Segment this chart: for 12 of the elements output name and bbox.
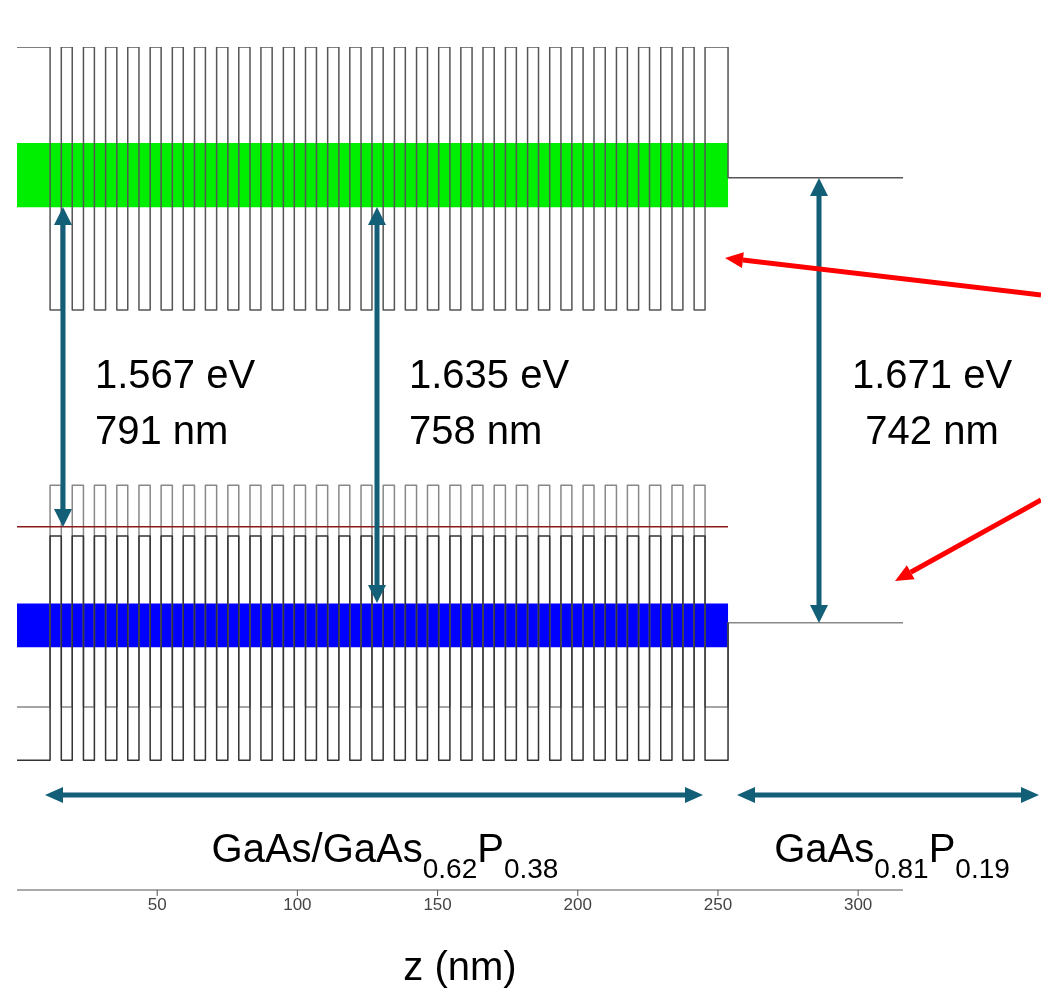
annotation: 1.635 eV 758 nm [409,352,570,452]
annotation: GaAs$_{0.81}$P$_{0.19}$ [774,826,1010,884]
annotation: 1.671 eV 742 nm [851,352,1013,452]
x-tick-label: 50 [147,895,167,915]
x-tick-label: 200 [563,895,592,915]
x-tick-label: 100 [283,895,312,915]
x-axis-title: z (nm) [403,944,517,988]
x-tick-label: 300 [843,895,873,915]
annotation: 1.567 eV 791 nm [95,352,256,452]
x-tick-label: 150 [423,895,452,915]
annotation: GaAs/GaAs$_{0.62}$P$_{0.38}$ [211,826,559,884]
x-tick-label: 250 [703,895,733,915]
